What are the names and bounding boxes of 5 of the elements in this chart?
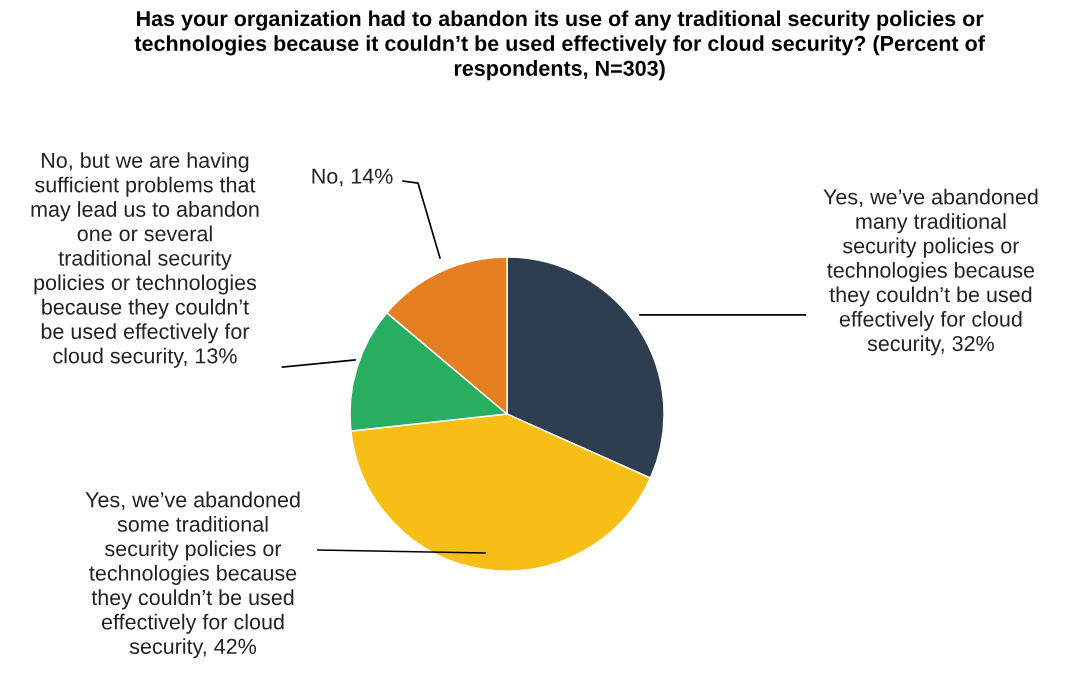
slice-label: No, 14%: [312, 168, 393, 187]
category-label: No, but we are having sufficient problems that may lead us to abandon one or several traditional security policies or technologies because they couldn’t be used effectively for cloud security, 13%: [31, 152, 259, 368]
slice-label: Yes, we’ve abandoned some traditional security policies or technologies because they couldn’t be used effectively for cloud security, 42%: [85, 491, 300, 659]
slice-label: Yes, we’ve abandoned many traditional security policies or technologies because they couldn’t be used effectively for cloud security, 32%: [823, 188, 1038, 356]
chart-title: Has your organization had to abandon its use of any traditional security policies or technologies because it couldn’t be used effectively for cloud security? (Percent of respondents, N=303): [134, 10, 985, 81]
